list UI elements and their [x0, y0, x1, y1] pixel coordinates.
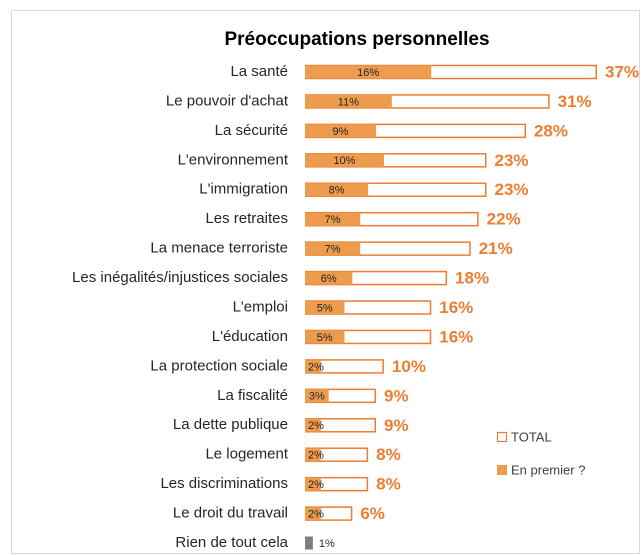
first-label: 10% — [333, 155, 355, 167]
first-bar — [305, 359, 321, 373]
first-bar — [305, 507, 321, 521]
category-label: Le logement — [205, 446, 288, 463]
total-label: 8% — [376, 475, 401, 494]
first-label: 2% — [308, 420, 324, 432]
category-label: La sécurité — [215, 122, 288, 139]
first-label: 2% — [308, 479, 324, 491]
legend-label: TOTAL — [511, 429, 552, 444]
total-label: 6% — [360, 504, 385, 523]
first-label: 5% — [317, 332, 333, 344]
first-bar — [305, 94, 392, 108]
legend-swatch — [496, 431, 508, 443]
category-label: La menace terroriste — [150, 240, 288, 257]
first-bar — [305, 448, 321, 462]
category-label: L'immigration — [199, 181, 288, 198]
total-label: 9% — [384, 386, 409, 405]
first-label: 9% — [333, 126, 349, 138]
first-bar — [305, 330, 345, 344]
category-label: La santé — [230, 63, 288, 80]
category-label: L'environnement — [178, 151, 289, 168]
first-label: 6% — [321, 273, 337, 285]
total-label: 23% — [495, 151, 529, 170]
first-bar — [305, 153, 384, 167]
first-label: 2% — [308, 361, 324, 373]
first-bar — [305, 212, 361, 226]
legend-label: En premier ? — [511, 462, 585, 477]
category-label: Rien de tout cela — [175, 534, 288, 551]
first-bar — [305, 124, 377, 138]
chart-title: Préoccupations personnelles — [224, 29, 489, 50]
first-bar — [305, 477, 321, 491]
first-label: 7% — [325, 214, 341, 226]
category-label: La fiscalité — [217, 387, 288, 404]
total-label: 8% — [376, 445, 401, 464]
first-label: 2% — [308, 509, 324, 521]
first-bar — [305, 389, 329, 403]
legend-swatch — [497, 465, 507, 475]
total-label: 16% — [439, 298, 473, 317]
first-label: 7% — [325, 244, 341, 256]
category-label: La dette publique — [173, 416, 288, 433]
category-label: Les inégalités/injustices sociales — [72, 269, 288, 286]
first-bar — [305, 536, 313, 550]
total-label: 23% — [495, 180, 529, 199]
first-label: 5% — [317, 302, 333, 314]
first-bar — [305, 183, 369, 197]
total-label: 21% — [479, 239, 513, 258]
total-label: 31% — [558, 92, 592, 111]
category-label: Le pouvoir d'achat — [166, 92, 289, 109]
total-label: 9% — [384, 416, 409, 435]
first-bar — [305, 271, 353, 285]
first-label: 2% — [308, 450, 324, 462]
first-bar — [305, 65, 432, 79]
first-bar — [305, 242, 361, 256]
first-bar — [305, 301, 345, 315]
category-label: La protection sociale — [150, 357, 288, 374]
first-label: 1% — [319, 538, 335, 550]
total-label: 37% — [605, 62, 639, 81]
total-label: 28% — [534, 121, 568, 140]
first-label: 3% — [309, 391, 325, 403]
total-label: 22% — [487, 210, 521, 229]
first-bar — [305, 418, 321, 432]
first-label: 8% — [329, 185, 345, 197]
total-label: 16% — [439, 327, 473, 346]
category-label: Les discriminations — [160, 475, 288, 492]
category-label: L'éducation — [212, 328, 288, 345]
category-label: Les retraites — [205, 210, 288, 227]
first-label: 11% — [338, 96, 359, 108]
total-label: 18% — [455, 269, 489, 288]
category-label: Le droit du travail — [173, 505, 288, 522]
first-label: 16% — [357, 67, 379, 79]
total-label: 10% — [392, 357, 426, 376]
category-label: L'emploi — [233, 298, 288, 315]
